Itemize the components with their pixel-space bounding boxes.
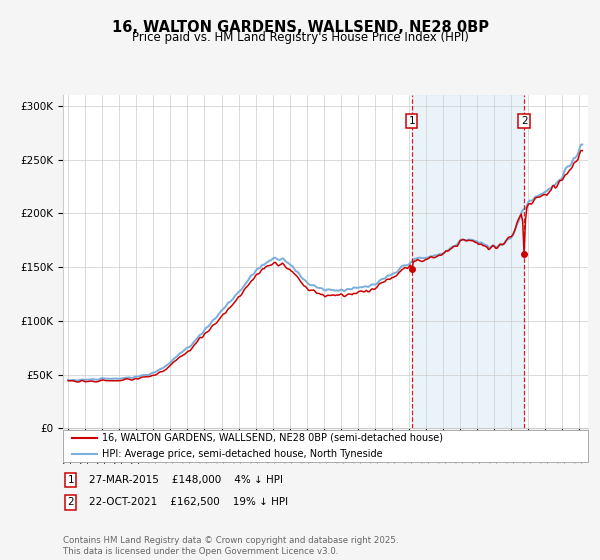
Text: Contains HM Land Registry data © Crown copyright and database right 2025.
This d: Contains HM Land Registry data © Crown c… [63,536,398,556]
Bar [412,95,524,428]
Text: Price paid vs. HM Land Registry's House Price Index (HPI): Price paid vs. HM Land Registry's House … [131,31,469,44]
Text: 1: 1 [409,116,415,126]
Text: 1: 1 [67,475,74,485]
Text: HPI: Average price, semi-detached house, North Tyneside: HPI: Average price, semi-detached house,… [103,449,383,459]
Text: 27-MAR-2015    £148,000    4% ↓ HPI: 27-MAR-2015 £148,000 4% ↓ HPI [89,475,283,485]
Text: 16, WALTON GARDENS, WALLSEND, NE28 0BP (semi-detached house): 16, WALTON GARDENS, WALLSEND, NE28 0BP (… [103,433,443,443]
Text: 22-OCT-2021    £162,500    19% ↓ HPI: 22-OCT-2021 £162,500 19% ↓ HPI [89,497,288,507]
Text: 2: 2 [67,497,74,507]
Text: 16, WALTON GARDENS, WALLSEND, NE28 0BP: 16, WALTON GARDENS, WALLSEND, NE28 0BP [112,20,488,35]
Text: 2: 2 [521,116,527,126]
